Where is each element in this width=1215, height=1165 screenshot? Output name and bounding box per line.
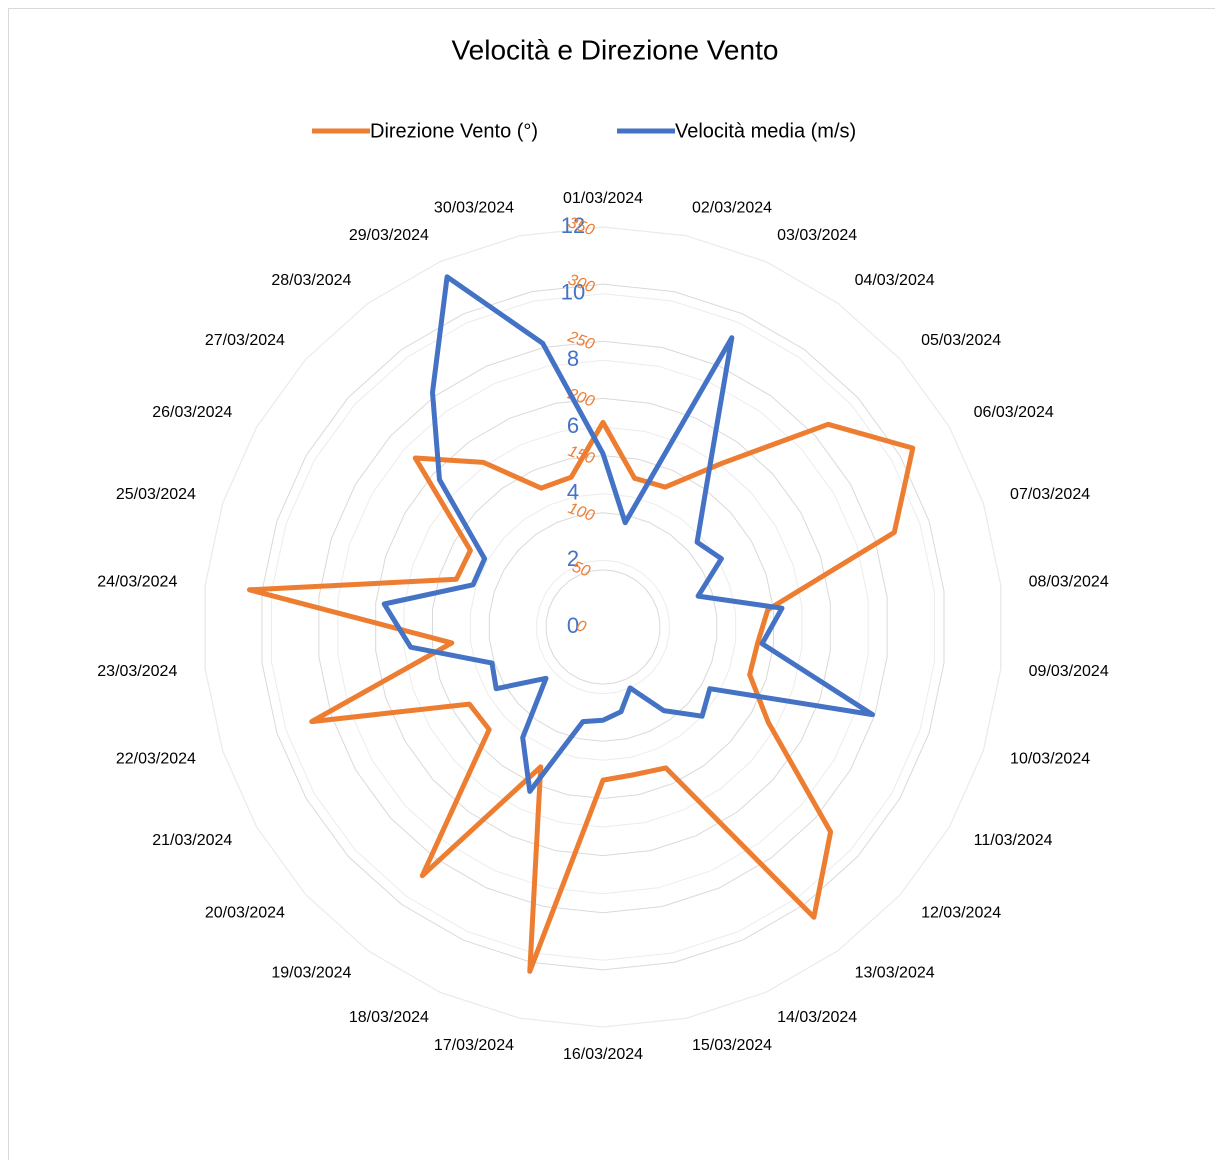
- category-label: 10/03/2024: [1010, 750, 1090, 767]
- category-label: 30/03/2024: [434, 200, 514, 217]
- category-label: 28/03/2024: [271, 272, 351, 289]
- category-label: 20/03/2024: [205, 905, 285, 922]
- category-label: 09/03/2024: [1029, 663, 1109, 680]
- category-label: 14/03/2024: [777, 1009, 857, 1026]
- legend-label: Velocità media (m/s): [675, 120, 856, 142]
- category-label: 11/03/2024: [974, 832, 1053, 849]
- category-label: 03/03/2024: [777, 227, 857, 244]
- category-label: 18/03/2024: [349, 1009, 429, 1026]
- category-label: 16/03/2024: [563, 1046, 643, 1063]
- category-label: 04/03/2024: [855, 272, 935, 289]
- category-label: 21/03/2024: [152, 832, 232, 849]
- category-label: 27/03/2024: [205, 332, 285, 349]
- category-label: 07/03/2024: [1010, 486, 1090, 503]
- y2-tick-label: 8: [567, 346, 579, 371]
- category-label: 17/03/2024: [434, 1037, 514, 1054]
- category-label: 26/03/2024: [152, 404, 232, 421]
- category-label: 06/03/2024: [974, 404, 1054, 421]
- category-label: 29/03/2024: [349, 227, 429, 244]
- category-label: 13/03/2024: [855, 964, 935, 981]
- category-label: 15/03/2024: [692, 1037, 772, 1054]
- category-label: 02/03/2024: [692, 200, 772, 217]
- category-label: 08/03/2024: [1029, 573, 1109, 590]
- category-label: 24/03/2024: [97, 573, 177, 590]
- category-label: 22/03/2024: [116, 750, 196, 767]
- chart-title: Velocità e Direzione Vento: [452, 34, 779, 65]
- category-label: 05/03/2024: [921, 332, 1001, 349]
- category-label: 23/03/2024: [97, 663, 177, 680]
- category-label: 12/03/2024: [921, 905, 1001, 922]
- category-label: 01/03/2024: [563, 190, 643, 207]
- legend-label: Direzione Vento (°): [370, 120, 538, 142]
- category-label: 25/03/2024: [116, 486, 196, 503]
- category-label: 19/03/2024: [271, 964, 351, 981]
- y2-tick-label: 6: [567, 413, 579, 438]
